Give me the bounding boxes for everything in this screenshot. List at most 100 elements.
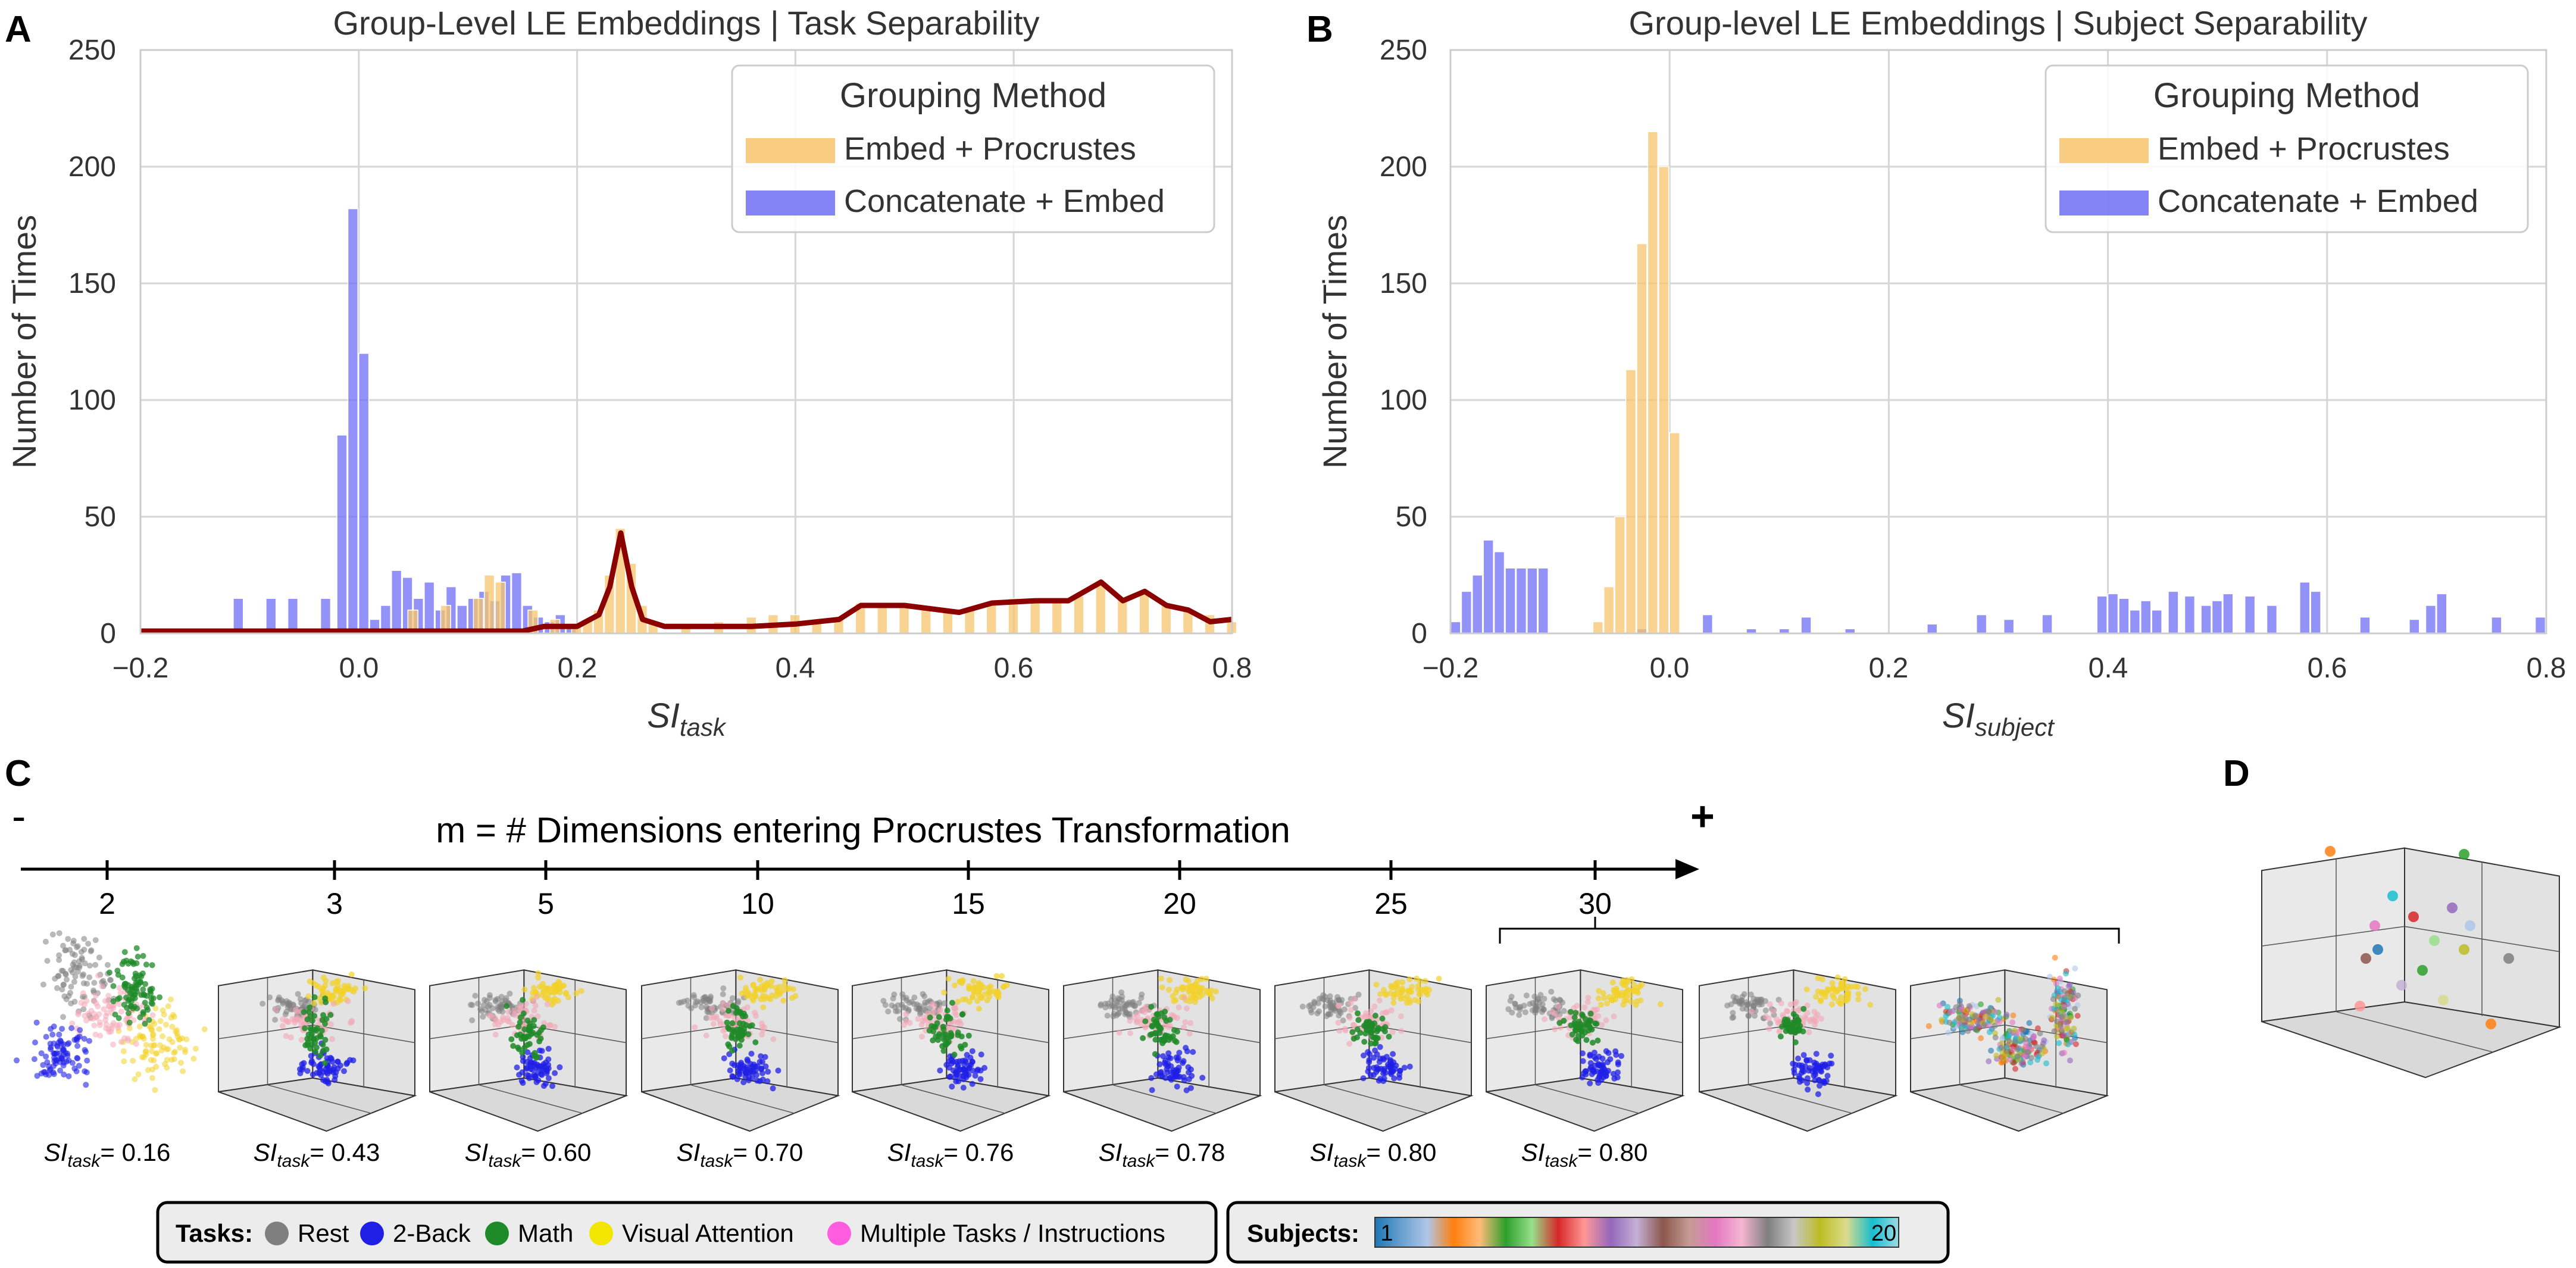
- point-math: [323, 1046, 330, 1052]
- point-subject: [2063, 970, 2069, 977]
- point-subject: [1999, 1040, 2005, 1047]
- point-multiple: [1818, 1016, 1824, 1022]
- point-multiple: [1127, 1030, 1133, 1036]
- point-multiple: [1611, 1013, 1617, 1020]
- y-tick-label: 150: [68, 268, 116, 299]
- point-visual: [149, 1027, 155, 1033]
- point-visual: [345, 983, 352, 989]
- point-math: [729, 1048, 735, 1054]
- point-subject: [2033, 1043, 2039, 1050]
- kde-line: [140, 530, 1233, 634]
- point-visual: [1399, 989, 1405, 996]
- y-tick-label: 150: [1380, 268, 1427, 299]
- point-twoback: [76, 1063, 82, 1069]
- point-math: [510, 1043, 517, 1049]
- point-multiple: [108, 1025, 115, 1032]
- bar-concatenate-embed: [391, 570, 402, 634]
- point-multiple: [1170, 1013, 1177, 1019]
- bar-embed-procrustes: [1073, 595, 1084, 634]
- point-twoback: [332, 1077, 338, 1083]
- point-math: [1149, 1023, 1155, 1029]
- si-label-sub: task: [911, 1151, 945, 1171]
- m-value-label: 20: [1163, 887, 1196, 920]
- point-visual: [1373, 981, 1380, 988]
- point-twoback: [775, 1067, 781, 1074]
- point-multiple: [1137, 1021, 1144, 1027]
- point-math: [942, 1041, 949, 1048]
- point-rest: [65, 936, 71, 942]
- y-tick-label: 250: [68, 35, 116, 66]
- point-twoback: [1168, 1063, 1174, 1069]
- bar-concatenate-embed: [1505, 567, 1516, 634]
- point-visual: [168, 1057, 175, 1063]
- point-twoback: [1392, 1066, 1398, 1072]
- point-multiple: [1181, 995, 1187, 1001]
- point-subject: [1939, 1017, 1944, 1023]
- point-visual: [179, 1035, 185, 1042]
- point-rest: [1736, 999, 1743, 1005]
- point-visual: [1621, 982, 1627, 988]
- point-math: [1589, 1039, 1596, 1046]
- point-math: [733, 1005, 740, 1011]
- point-subject: [1966, 1003, 1972, 1009]
- point-twoback: [740, 1079, 747, 1085]
- point-multiple: [75, 1010, 82, 1016]
- point-multiple: [102, 998, 108, 1004]
- point-subject: [2070, 989, 2077, 996]
- point-twoback: [1190, 1049, 1196, 1055]
- point-math: [145, 1007, 151, 1013]
- point-math: [1573, 1010, 1579, 1016]
- subject-point: [2408, 911, 2419, 922]
- point-rest: [678, 999, 684, 1005]
- bar-concatenate-embed: [2534, 616, 2546, 634]
- point-twoback: [520, 1080, 526, 1086]
- point-subject: [2054, 1033, 2060, 1039]
- point-rest: [1533, 1004, 1539, 1010]
- point-twoback: [1382, 1070, 1389, 1076]
- point-twoback: [742, 1070, 749, 1076]
- point-twoback: [533, 1079, 540, 1085]
- point-rest: [1745, 1013, 1752, 1019]
- point-twoback: [65, 1073, 72, 1079]
- point-rest: [1098, 1002, 1104, 1009]
- point-visual: [180, 1068, 186, 1075]
- point-rest: [1308, 1007, 1314, 1013]
- point-multiple: [273, 1006, 279, 1013]
- point-multiple: [90, 1016, 96, 1022]
- point-visual: [530, 989, 536, 996]
- point-multiple: [118, 1039, 124, 1045]
- point-multiple: [133, 1041, 139, 1047]
- point-twoback: [1189, 1073, 1195, 1079]
- point-visual: [151, 1042, 157, 1049]
- point-twoback: [1818, 1069, 1824, 1075]
- point-subject: [1947, 1009, 1953, 1016]
- point-multiple: [1581, 1004, 1588, 1011]
- point-rest: [477, 1006, 484, 1013]
- point-twoback: [1173, 1072, 1179, 1078]
- point-twoback: [1615, 1069, 1621, 1076]
- point-rest: [71, 998, 78, 1005]
- point-rest: [941, 1000, 948, 1007]
- si-label-sub: task: [1545, 1151, 1578, 1171]
- cube-grid-line: [1112, 1084, 1217, 1114]
- point-multiple: [93, 992, 99, 999]
- point-multiple: [532, 1002, 539, 1009]
- point-subject: [2050, 996, 2056, 1002]
- point-multiple: [102, 1017, 109, 1023]
- point-rest: [1119, 994, 1126, 1000]
- point-multiple: [110, 1005, 117, 1011]
- point-twoback: [318, 1072, 324, 1078]
- point-visual: [765, 995, 771, 1001]
- point-visual: [171, 1050, 177, 1056]
- point-visual: [999, 973, 1005, 979]
- point-math: [307, 1013, 314, 1020]
- point-twoback: [539, 1072, 545, 1078]
- point-twoback: [1397, 1067, 1403, 1074]
- cube-grid-line: [901, 1084, 1006, 1114]
- point-twoback: [83, 1069, 90, 1076]
- point-multiple: [1335, 1019, 1342, 1026]
- point-twoback: [1181, 1077, 1187, 1083]
- point-twoback: [1373, 1069, 1380, 1075]
- point-visual: [1206, 991, 1212, 997]
- point-twoback: [48, 1044, 54, 1051]
